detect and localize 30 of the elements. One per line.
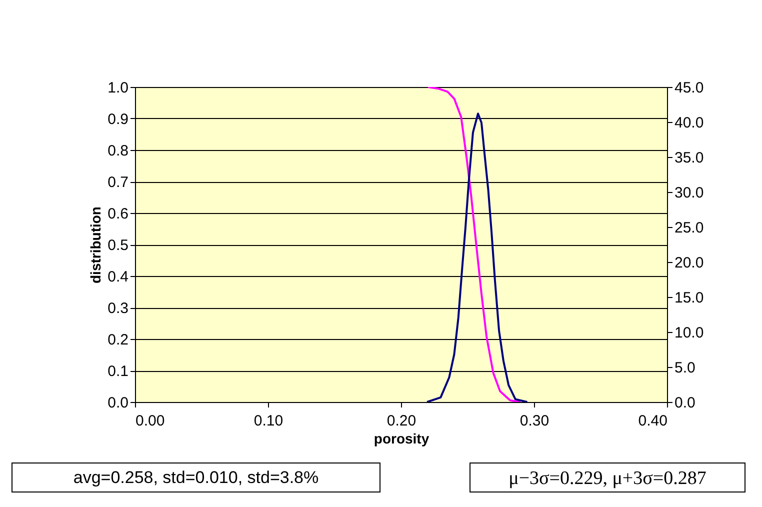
x-tick-label: 0.00 bbox=[136, 412, 165, 430]
text: avg=0.258, std=0.010, std=3.8% bbox=[73, 468, 319, 487]
y-axis-title: distribution bbox=[88, 206, 104, 284]
y-tick-label: 0.5 bbox=[108, 237, 128, 254]
x-tick-label: 0.30 bbox=[520, 412, 550, 430]
y2-tick-label: 5.0 bbox=[674, 360, 696, 376]
y-tick-label: 0.8 bbox=[108, 142, 128, 160]
y2-tick-label: 40.0 bbox=[674, 114, 704, 132]
y2-tick-label: 15.0 bbox=[674, 290, 704, 306]
y-tick-label: 0.7 bbox=[108, 174, 128, 191]
y-tick-label: 0.4 bbox=[108, 268, 128, 286]
y-tick-label: 0.0 bbox=[108, 394, 128, 412]
x-tick-label: 0.20 bbox=[386, 412, 416, 430]
y2-tick-label: 25.0 bbox=[674, 220, 704, 236]
text: μ−3σ=0.229, μ+3σ=0.287 bbox=[508, 468, 706, 489]
x-axis-title: porosity bbox=[374, 430, 430, 446]
y2-tick-label: 10.0 bbox=[674, 324, 704, 342]
y-tick-label: 0.6 bbox=[108, 206, 128, 222]
y-tick-label: 1.0 bbox=[108, 80, 128, 96]
y2-tick-label: 45.0 bbox=[674, 80, 704, 96]
y-tick-label: 0.3 bbox=[108, 300, 128, 317]
y-tick-label: 0.9 bbox=[108, 111, 128, 128]
y2-tick-label: 20.0 bbox=[674, 254, 704, 272]
x-tick-label: 0.10 bbox=[254, 412, 284, 430]
y2-tick-label: 0.0 bbox=[674, 394, 696, 412]
y2-tick-label: 30.0 bbox=[674, 184, 704, 202]
y-tick-label: 0.2 bbox=[108, 332, 128, 348]
x-tick-label: 0.40 bbox=[638, 412, 668, 430]
y-tick-label: 0.1 bbox=[108, 363, 128, 380]
y2-tick-label: 35.0 bbox=[674, 150, 704, 166]
